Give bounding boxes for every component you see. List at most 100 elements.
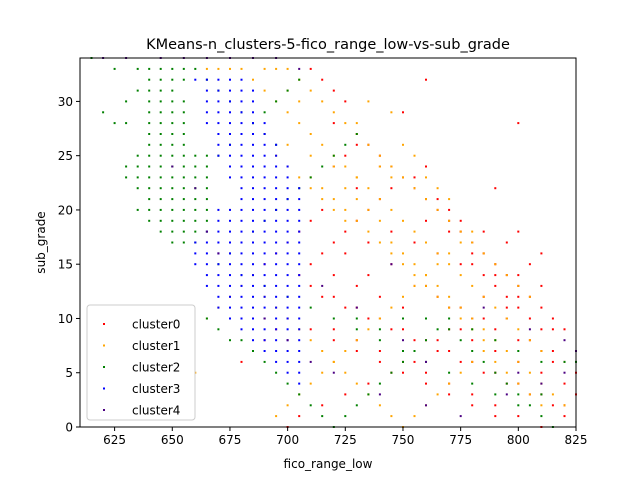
- point-cluster1-22: [494, 306, 497, 309]
- point-cluster3-125: [240, 274, 243, 277]
- point-cluster2-3: [148, 67, 151, 70]
- point-cluster2-179: [517, 404, 520, 407]
- point-cluster2-118: [459, 339, 462, 342]
- point-cluster3-6: [217, 89, 220, 92]
- point-cluster1-34: [448, 198, 451, 201]
- point-cluster0-145: [482, 274, 485, 277]
- point-cluster3-168: [298, 328, 301, 331]
- point-cluster0-134: [240, 360, 243, 363]
- point-cluster1-136: [402, 176, 404, 179]
- point-cluster1-14: [402, 219, 404, 222]
- point-cluster3-113: [205, 263, 208, 266]
- point-cluster0-149: [390, 230, 393, 233]
- point-cluster3-88: [263, 230, 266, 233]
- point-cluster3-169: [252, 339, 254, 342]
- legend-marker-cluster4: [103, 409, 105, 411]
- point-cluster3-11: [217, 100, 220, 103]
- point-cluster2-113: [402, 360, 404, 363]
- point-cluster1-1: [252, 78, 254, 81]
- point-cluster2-99: [240, 339, 243, 342]
- point-cluster2-69: [136, 208, 139, 211]
- point-cluster1-67: [309, 339, 312, 342]
- point-cluster0-90: [332, 339, 335, 342]
- legend-label-cluster2: cluster2: [132, 361, 180, 375]
- point-cluster0-52: [425, 371, 427, 374]
- point-cluster3-45: [252, 165, 254, 168]
- point-cluster2-14: [136, 89, 139, 92]
- point-cluster4-25: [355, 306, 358, 309]
- point-cluster1-47: [459, 306, 462, 309]
- point-cluster3-171: [275, 339, 278, 342]
- point-cluster2-34: [182, 133, 185, 135]
- point-cluster2-4: [159, 67, 162, 70]
- point-cluster1-85: [517, 382, 520, 385]
- point-cluster2-139: [309, 306, 312, 309]
- point-cluster3-75: [217, 219, 220, 222]
- point-cluster3-108: [263, 252, 266, 255]
- point-cluster3-170: [263, 339, 266, 342]
- point-cluster3-62: [252, 198, 254, 201]
- point-cluster3-48: [286, 165, 289, 168]
- point-cluster3-180: [298, 360, 301, 363]
- point-cluster0-39: [528, 263, 531, 266]
- point-cluster0-82: [321, 208, 324, 211]
- point-cluster3-34: [252, 143, 254, 146]
- point-cluster2-66: [159, 208, 162, 211]
- point-cluster1-41: [390, 241, 393, 244]
- point-cluster0-89: [309, 328, 312, 331]
- point-cluster3-2: [217, 78, 220, 81]
- point-cluster2-26: [159, 122, 162, 125]
- point-cluster2-177: [471, 382, 474, 385]
- point-cluster1-99: [402, 295, 404, 298]
- point-cluster3-181: [286, 371, 289, 374]
- point-cluster0-31: [540, 252, 543, 255]
- point-cluster1-103: [448, 252, 451, 255]
- point-cluster2-49: [136, 165, 139, 168]
- point-cluster3-165: [263, 328, 266, 331]
- point-cluster3-63: [263, 198, 266, 201]
- point-cluster2-152: [321, 165, 324, 168]
- point-cluster1-148: [229, 67, 231, 70]
- point-cluster1-144: [494, 263, 497, 266]
- point-cluster0-161: [563, 382, 566, 385]
- point-cluster1-33: [436, 187, 439, 190]
- point-cluster2-10: [182, 78, 185, 81]
- point-cluster3-47: [275, 165, 278, 168]
- point-cluster2-75: [171, 230, 174, 233]
- point-cluster1-28: [390, 111, 393, 114]
- point-cluster2-8: [159, 78, 162, 81]
- point-cluster1-51: [505, 350, 508, 352]
- point-cluster4-9: [171, 165, 174, 168]
- point-cluster2-109: [355, 404, 358, 407]
- point-cluster1-5: [298, 122, 301, 125]
- point-cluster3-123: [217, 274, 220, 277]
- point-cluster2-92: [194, 165, 197, 168]
- point-cluster3-109: [275, 252, 278, 255]
- point-cluster1-139: [436, 208, 439, 211]
- point-cluster2-172: [355, 328, 358, 331]
- point-cluster0-151: [344, 252, 347, 255]
- point-cluster3-99: [275, 241, 278, 244]
- point-cluster0-56: [517, 415, 520, 418]
- point-cluster1-70: [344, 371, 347, 374]
- x-axis-label: fico_range_low: [284, 457, 373, 471]
- point-cluster0-120: [332, 274, 335, 277]
- point-cluster4-18: [425, 404, 427, 407]
- point-cluster3-13: [240, 100, 243, 103]
- point-cluster2-23: [182, 111, 185, 114]
- point-cluster3-151: [252, 306, 254, 309]
- point-cluster3-155: [298, 306, 301, 309]
- point-cluster2-82: [194, 219, 197, 222]
- point-cluster0-162: [540, 371, 543, 374]
- point-cluster3-163: [240, 328, 243, 331]
- point-cluster3-128: [275, 274, 278, 277]
- point-cluster2-68: [182, 208, 185, 211]
- point-cluster2-65: [148, 208, 151, 211]
- point-cluster3-164: [252, 328, 254, 331]
- point-cluster0-144: [505, 295, 508, 298]
- point-cluster3-58: [275, 187, 278, 190]
- point-cluster3-30: [263, 133, 266, 135]
- point-cluster2-110: [367, 393, 370, 396]
- point-cluster1-133: [367, 143, 370, 146]
- point-cluster0-139: [448, 230, 451, 233]
